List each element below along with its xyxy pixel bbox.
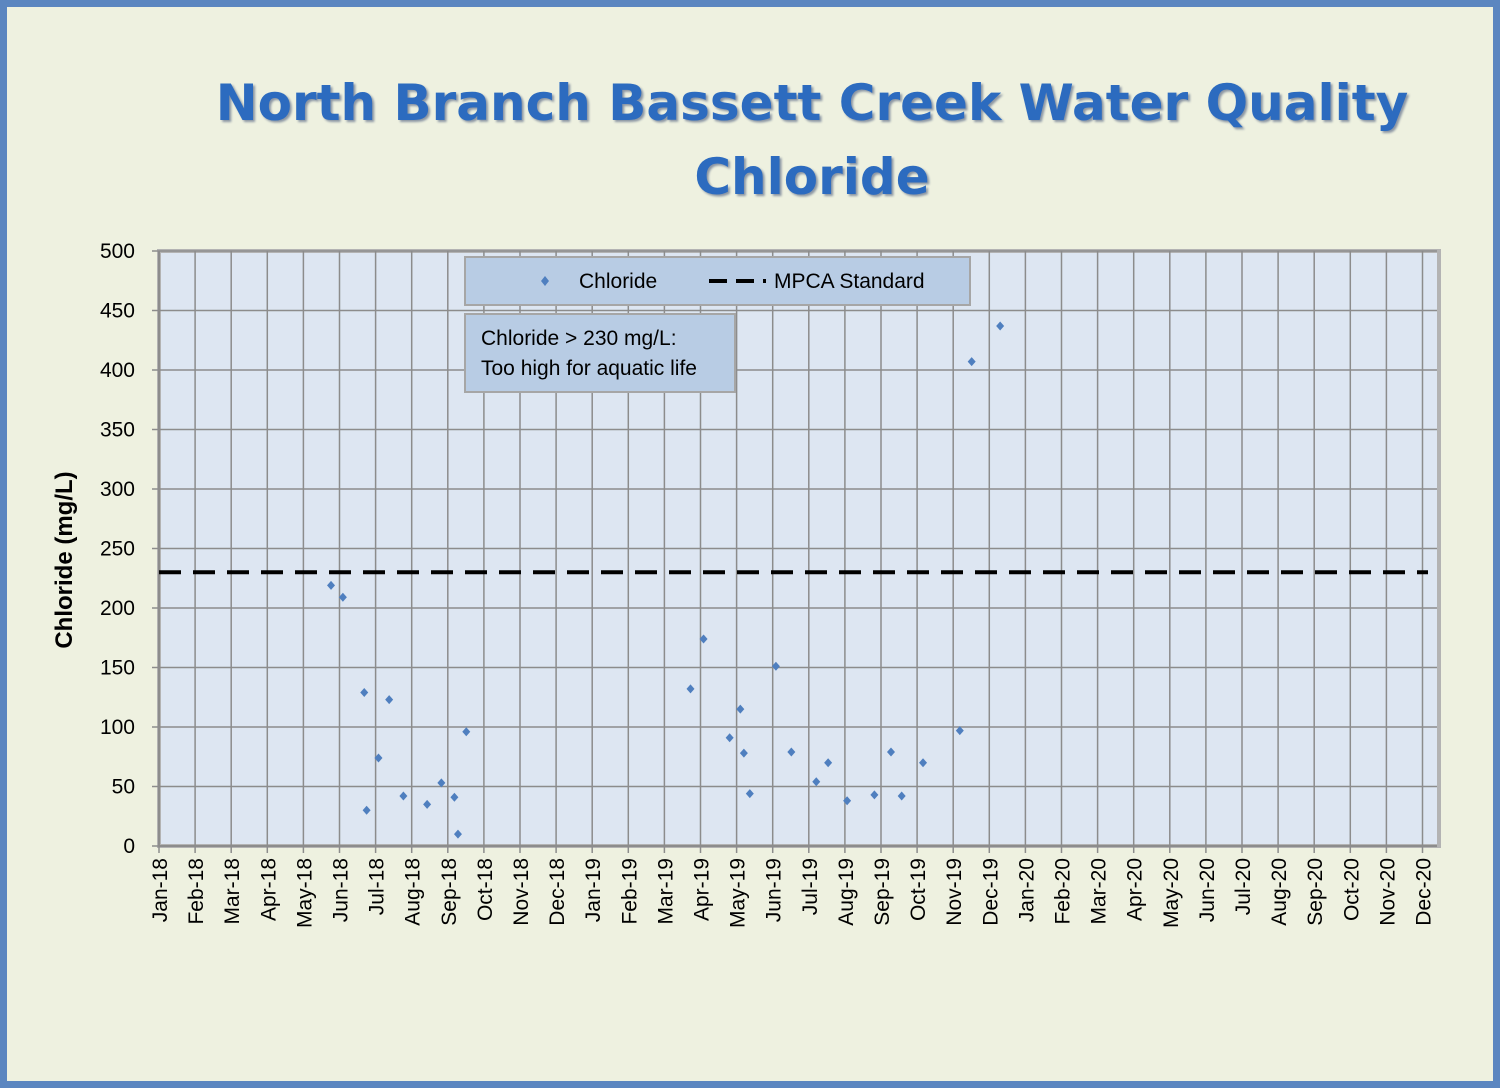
- x-tick-label: May-19: [727, 858, 750, 928]
- chloride-point: [453, 829, 462, 839]
- chloride-point: [919, 758, 928, 768]
- x-tick-label: Sep-18: [438, 858, 461, 926]
- chloride-point: [437, 778, 446, 788]
- y-tick-label: 500: [100, 240, 135, 263]
- x-tick-label: Mar-20: [1088, 858, 1111, 925]
- y-tick-label: 100: [100, 716, 135, 739]
- legend-chloride-label: Chloride: [579, 270, 657, 293]
- x-tick-label: Sep-20: [1304, 858, 1327, 926]
- x-tick-label: Apr-20: [1124, 858, 1147, 921]
- chloride-point: [843, 796, 852, 806]
- y-tick-label: 0: [123, 835, 135, 858]
- y-tick-label: 400: [100, 359, 135, 382]
- x-tick-label: Jul-20: [1232, 858, 1255, 915]
- y-axis-ticks: 0 50 100 150 200 250 300 350 400 450 500: [100, 240, 159, 858]
- chloride-point: [812, 777, 821, 787]
- chloride-point: [824, 758, 833, 768]
- chloride-point: [886, 747, 895, 757]
- chloride-point: [739, 748, 748, 758]
- x-tick-label: Sep-19: [871, 858, 894, 926]
- x-tick-label: Apr-19: [691, 858, 714, 921]
- x-tick-label: Feb-18: [185, 858, 208, 925]
- chloride-point: [967, 357, 976, 367]
- x-tick-label: Mar-18: [221, 858, 244, 925]
- x-tick-label: Jul-19: [799, 858, 822, 915]
- chloride-point: [385, 695, 394, 705]
- x-tick-label: Jun-18: [330, 858, 353, 922]
- y-tick-label: 200: [100, 597, 135, 620]
- x-tick-label: Mar-19: [654, 858, 677, 925]
- legend-standard-label: MPCA Standard: [774, 270, 925, 293]
- x-tick-label: Nov-18: [510, 858, 533, 926]
- chloride-point: [897, 791, 906, 801]
- chloride-points: [327, 321, 1005, 839]
- chloride-point: [771, 661, 780, 671]
- annotation-box: Chloride > 230 mg/L: Too high for aquati…: [464, 313, 736, 393]
- chloride-point: [686, 684, 695, 694]
- chart-subtitle: Chloride: [694, 148, 930, 206]
- x-tick-label: Jun-19: [763, 858, 786, 922]
- x-tick-label: Oct-19: [907, 858, 930, 921]
- chloride-point: [399, 791, 408, 801]
- x-tick-label: Jun-20: [1196, 858, 1219, 922]
- chloride-point: [462, 727, 471, 737]
- y-tick-label: 300: [100, 478, 135, 501]
- x-tick-label: Oct-18: [474, 858, 497, 921]
- x-tick-label: Nov-20: [1376, 858, 1399, 926]
- annotation-line-1: Chloride > 230 mg/L:: [481, 327, 677, 350]
- legend: Chloride MPCA Standard: [464, 256, 971, 306]
- chloride-point: [450, 792, 459, 802]
- chloride-point: [725, 733, 734, 743]
- chloride-point: [699, 634, 708, 644]
- chloride-point: [745, 789, 754, 799]
- chloride-point: [362, 805, 371, 815]
- y-tick-label: 150: [100, 657, 135, 680]
- y-tick-label: 250: [100, 538, 135, 561]
- x-tick-label: Nov-19: [943, 858, 966, 926]
- y-tick-label: 450: [100, 300, 135, 323]
- x-tick-label: Aug-20: [1268, 858, 1291, 926]
- x-tick-label: Jan-19: [582, 858, 605, 922]
- x-tick-label: Aug-19: [835, 858, 858, 926]
- x-tick-label: Oct-20: [1340, 858, 1363, 921]
- legend-chloride-marker: [541, 276, 549, 286]
- chloride-point: [423, 799, 432, 809]
- y-tick-label: 350: [100, 419, 135, 442]
- x-tick-label: May-18: [293, 858, 316, 928]
- x-tick-label: Jan-20: [1015, 858, 1038, 922]
- x-tick-label: Jul-18: [366, 858, 389, 915]
- chloride-point: [338, 592, 347, 602]
- x-tick-label: Apr-18: [257, 858, 280, 921]
- chloride-point: [996, 321, 1005, 331]
- chloride-point: [955, 726, 964, 736]
- chloride-point: [360, 687, 369, 697]
- x-tick-label: Dec-20: [1413, 858, 1436, 926]
- annotation-line-2: Too high for aquatic life: [481, 357, 697, 380]
- chart-title: North Branch Bassett Creek Water Quality: [215, 74, 1409, 132]
- x-tick-label: Dec-18: [546, 858, 569, 926]
- x-tick-label: Dec-19: [979, 858, 1002, 926]
- x-tick-label: Jan-18: [149, 858, 172, 922]
- annotation-background: [464, 313, 736, 393]
- chloride-point: [787, 747, 796, 757]
- chloride-point: [736, 704, 745, 714]
- y-tick-label: 50: [112, 776, 135, 799]
- x-tick-label: Aug-18: [402, 858, 425, 926]
- y-axis-label: Chloride (mg/L): [51, 471, 78, 648]
- x-tick-label: Feb-20: [1052, 858, 1075, 925]
- chloride-point: [870, 790, 879, 800]
- chloride-point: [374, 753, 383, 763]
- chloride-point: [327, 580, 336, 590]
- x-tick-label: Feb-19: [618, 858, 641, 925]
- x-axis-ticks: Jan-18 Feb-18 Mar-18 Apr-18 May-18 Jun-18 Jul-…: [149, 846, 1436, 928]
- x-tick-label: May-20: [1160, 858, 1183, 928]
